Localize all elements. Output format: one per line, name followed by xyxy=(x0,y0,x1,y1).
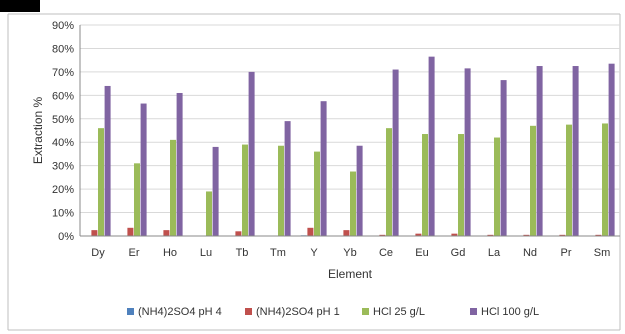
legend-label: (NH4)2SO4 pH 4 xyxy=(138,306,222,318)
y-axis-title: Extraction % xyxy=(31,96,45,164)
bar-tb-series-4 xyxy=(248,71,255,236)
bar-nd-series-3 xyxy=(530,125,536,236)
x-tick-label: Eu xyxy=(415,247,428,259)
bar-y-series-3 xyxy=(314,151,320,236)
bar-er-series-2 xyxy=(127,227,134,236)
axes xyxy=(79,25,620,237)
y-tick-label: 90% xyxy=(52,20,74,32)
bar-er-series-3 xyxy=(134,163,140,236)
bar-yb-series-3 xyxy=(350,171,356,236)
x-tick-labels: Dy Er Ho Lu Tb Tm Y Yb Ce Eu Gd La Nd Pr Sm xyxy=(91,247,610,259)
bar-yb-series-4 xyxy=(356,145,363,236)
bar-nd-series-4 xyxy=(536,66,543,237)
bar-y-series-4 xyxy=(320,101,327,236)
y-tick-label: 30% xyxy=(52,161,74,173)
bar-lu-series-4 xyxy=(212,146,219,236)
x-tick-label: Pr xyxy=(561,247,572,259)
top-edge-mark xyxy=(0,0,40,12)
bar-eu-series-2 xyxy=(415,233,422,236)
bar-sm-series-2 xyxy=(595,234,602,236)
y-tick-label: 20% xyxy=(52,184,74,196)
bar-gd-series-3 xyxy=(458,134,464,236)
bar-gd-series-2 xyxy=(451,233,458,236)
bar-nd-series-2 xyxy=(523,234,530,236)
legend-swatch xyxy=(127,308,134,315)
bar-dy-series-3 xyxy=(98,128,104,236)
x-tick-label: Tb xyxy=(236,247,249,259)
bar-sm-series-4 xyxy=(608,63,615,236)
bar-er-series-4 xyxy=(140,103,147,237)
x-axis-title: Element xyxy=(328,267,373,281)
bar-dy-series-4 xyxy=(104,85,111,236)
x-tick-label: Yb xyxy=(343,247,356,259)
bar-tm-series-3 xyxy=(278,145,284,236)
bar-tm-series-4 xyxy=(284,121,291,236)
bar-tb-series-2 xyxy=(235,231,242,236)
bar-gd-series-4 xyxy=(464,68,471,236)
x-tick-label: Gd xyxy=(451,247,466,259)
y-tick-label: 50% xyxy=(52,114,74,126)
bars xyxy=(84,56,615,237)
legend-label: HCl 25 g/L xyxy=(373,306,425,318)
legend-label: (NH4)2SO4 pH 1 xyxy=(256,306,340,318)
bar-ho-series-4 xyxy=(176,92,183,236)
x-tick-label: Dy xyxy=(91,247,105,259)
y-tick-label: 60% xyxy=(52,90,74,102)
y-tick-label: 40% xyxy=(52,137,74,149)
x-tick-label: Tm xyxy=(270,247,286,259)
bar-yb-series-2 xyxy=(343,230,350,236)
bar-pr-series-4 xyxy=(572,66,579,237)
legend-swatch xyxy=(245,308,252,315)
legend: (NH4)2SO4 pH 4 (NH4)2SO4 pH 1 HCl 25 g/L HC… xyxy=(127,306,539,318)
legend-label: HCl 100 g/L xyxy=(481,306,539,318)
x-tick-label: Ho xyxy=(163,247,177,259)
bar-lu-series-3 xyxy=(206,191,212,236)
bar-ce-series-3 xyxy=(386,128,392,236)
bar-ho-series-2 xyxy=(163,230,170,236)
bar-la-series-4 xyxy=(500,80,507,236)
bar-pr-series-3 xyxy=(566,124,572,236)
x-tick-label: Er xyxy=(129,247,140,259)
y-tick-label: 10% xyxy=(52,208,74,220)
bar-dy-series-2 xyxy=(91,230,98,236)
y-tick-label: 80% xyxy=(52,43,74,55)
bar-sm-series-3 xyxy=(602,123,608,236)
bar-eu-series-4 xyxy=(428,56,435,237)
bar-pr-series-2 xyxy=(559,234,566,236)
legend-swatch xyxy=(470,308,477,315)
x-tick-label: Sm xyxy=(594,247,611,259)
y-tick-labels: 0% 10% 20% 30% 40% 50% 60% 70% 80% 90% xyxy=(52,20,74,243)
x-tick-label: La xyxy=(488,247,501,259)
bar-ce-series-2 xyxy=(379,234,386,236)
bar-y-series-2 xyxy=(307,227,314,236)
bar-tb-series-3 xyxy=(242,144,248,236)
x-tick-label: Ce xyxy=(379,247,393,259)
y-tick-label: 70% xyxy=(52,67,74,79)
x-tick-label: Nd xyxy=(523,247,537,259)
y-tick-label: 0% xyxy=(58,231,74,243)
bar-eu-series-3 xyxy=(422,134,428,236)
bar-ce-series-4 xyxy=(392,69,399,237)
x-tick-label: Lu xyxy=(200,247,212,259)
bar-la-series-2 xyxy=(487,234,494,236)
legend-swatch xyxy=(362,308,369,315)
x-tick-label: Y xyxy=(310,247,318,259)
bar-ho-series-3 xyxy=(170,139,176,236)
bar-la-series-3 xyxy=(494,137,500,236)
